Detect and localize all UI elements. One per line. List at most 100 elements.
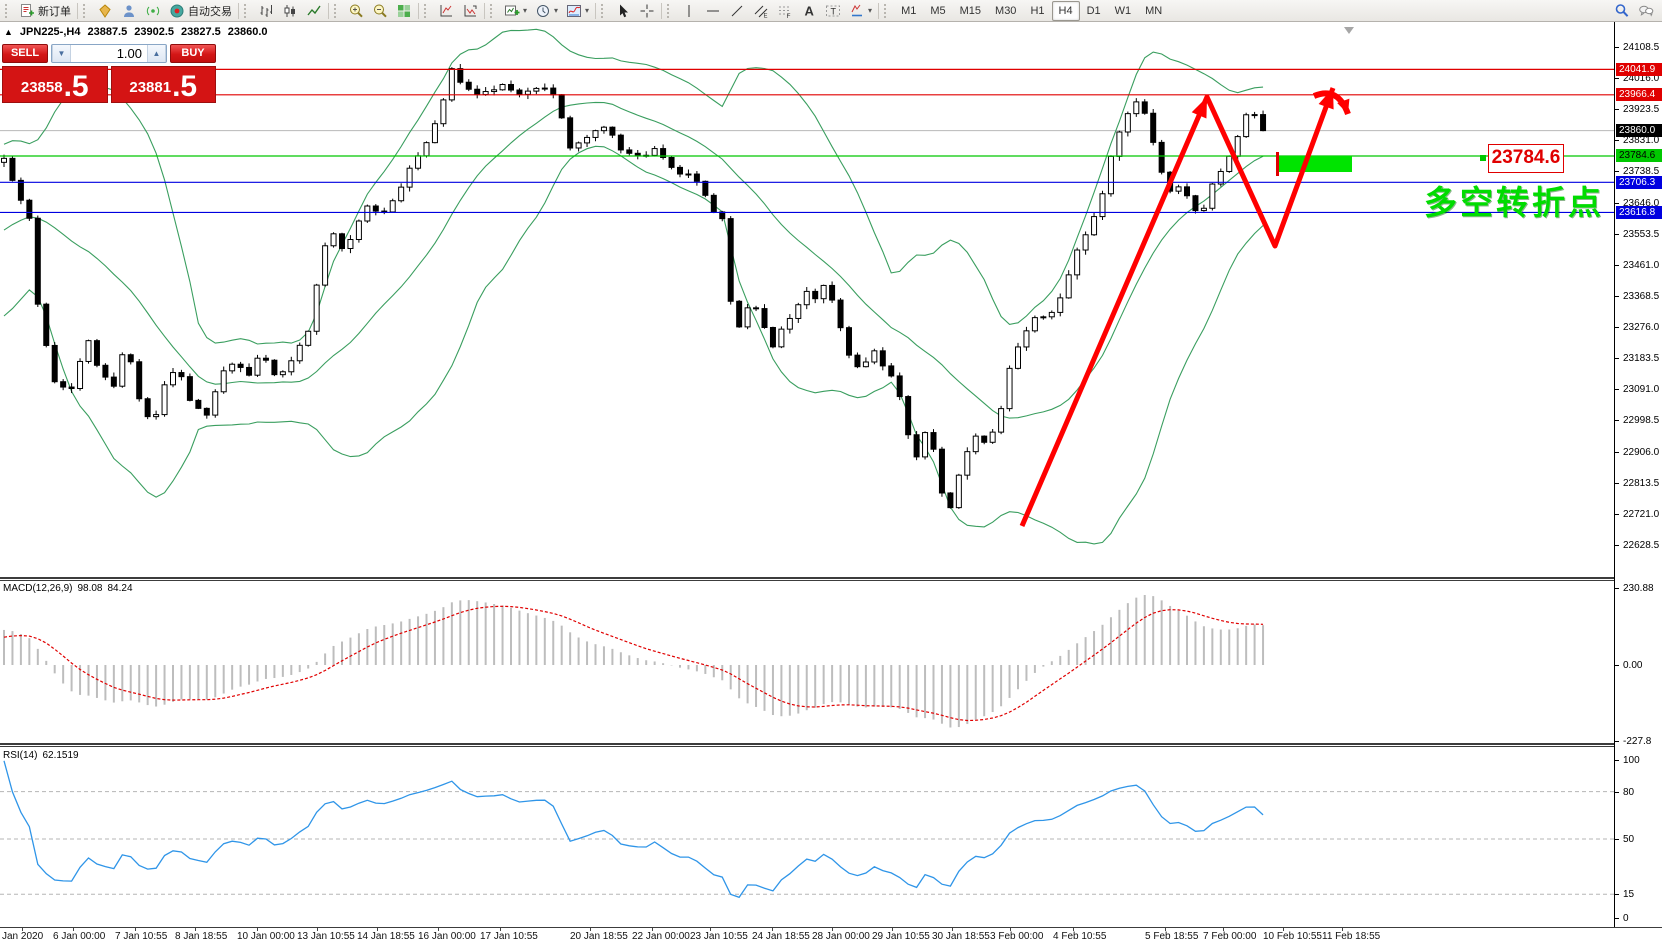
price-axis[interactable]: 24108.5 24016.0 23923.5 23831.0 23738.5 23646… [1614,22,1662,927]
arrows-dropdown-icon[interactable]: ▾ [868,6,873,15]
zoom-out-button[interactable] [368,0,392,22]
candle-body [584,136,591,144]
label-button[interactable]: T [821,0,845,22]
price-tick-label: 22813.5 [1623,477,1660,489]
signals-button[interactable] [141,0,165,22]
candle-body [955,474,962,509]
trend-zigzag-line[interactable] [1019,87,1336,527]
arrows-button[interactable]: ▾ [845,0,876,22]
sell-price[interactable]: 23858 .5 [2,66,108,103]
candle-body [846,327,852,356]
indicators-button[interactable]: ▾ [562,0,593,22]
pane-splitter-main-macd[interactable] [0,577,1614,581]
candle-body [626,149,633,154]
candle-body [186,376,193,401]
timeframe-h1-button[interactable]: H1 [1030,4,1045,17]
indicators-dropdown-icon[interactable]: ▾ [585,6,590,15]
sell-button[interactable]: SELL [2,44,48,63]
arrange-right-button[interactable] [458,0,482,22]
candle-body [246,366,253,376]
price-tick-label: 23183.5 [1623,353,1660,365]
chart-shift-marker-icon[interactable] [1344,27,1354,34]
one-click-toggle-icon[interactable]: ▲ [4,27,13,37]
bars-chart-icon [260,4,272,17]
time-tick-label: 28 Jan 00:00 [812,931,870,942]
crosshair-button[interactable] [635,0,659,22]
volume-decrease-button[interactable]: ▼ [52,45,71,62]
cursor-button[interactable] [611,0,635,22]
volume-increase-button[interactable]: ▲ [147,45,166,62]
timeframe-w1-button[interactable]: W1 [1114,4,1132,17]
candle-body [262,357,269,361]
candle-body [567,117,574,149]
candle-body [406,167,413,188]
new-order-button[interactable]: 新订单 [15,0,75,22]
price-badge: 23616.8 [1616,205,1662,219]
text-button[interactable]: A [797,0,821,22]
candle-body [398,186,405,202]
timeframe-m5-button[interactable]: M5 [930,4,946,17]
candles-chart-button[interactable] [278,0,302,22]
hline-button[interactable] [701,0,725,22]
volume-stepper[interactable]: ▼ 1.00 ▲ [51,44,167,63]
autotrade-button[interactable]: 自动交易 [165,0,236,22]
new-chart-button[interactable]: ▾ [500,0,531,22]
buy-button[interactable]: BUY [170,44,216,63]
macd-pane-canvas[interactable] [0,581,1614,743]
candle-body [372,205,379,212]
arrange-left-button[interactable] [434,0,458,22]
candle-body [550,87,557,96]
turning-point-note[interactable]: 多空转折点 [1424,183,1604,222]
volume-value[interactable]: 1.00 [116,46,142,61]
chat-button[interactable] [1634,0,1658,22]
rsi-tick-mark [1615,918,1619,919]
tile-windows-button[interactable] [392,0,416,22]
bar-open: 23887.5 [87,26,128,38]
periods-button[interactable]: ▾ [531,0,562,22]
time-tick-mark [1283,928,1284,931]
candle-body [220,370,227,393]
candle-body [322,245,329,286]
candle-body [339,233,345,250]
toolbar-separator [77,2,78,19]
candle-body [778,328,785,348]
timeframe-m15-button[interactable]: M15 [959,4,982,17]
callout-anchor-handle[interactable] [1480,154,1486,161]
candle-body [482,91,489,96]
rsi-tick-label: 80 [1623,786,1635,798]
timeframe-h4-button[interactable]: H4 [1051,0,1080,21]
timeframe-d1-button[interactable]: D1 [1086,4,1101,17]
market-icon [99,3,111,18]
line-chart-button[interactable] [302,0,326,22]
candle-body [127,354,134,363]
vline-button[interactable] [677,0,701,22]
toolbar-separator [418,2,419,19]
market-button[interactable] [93,0,117,22]
buy-price[interactable]: 23881 .5 [110,66,216,103]
macd-name: MACD(12,26,9) [3,583,73,594]
periods-dropdown-icon[interactable]: ▾ [554,6,559,15]
pane-splitter-macd-rsi[interactable] [0,743,1614,747]
candle-body [1158,141,1165,173]
bars-chart-button[interactable] [254,0,278,22]
timeframe-m1-button[interactable]: M1 [901,4,917,17]
time-axis[interactable]: Jan 2020 6 Jan 00:00 7 Jan 10:55 8 Jan 18:5… [0,927,1662,943]
candle-body [389,200,396,213]
search-button[interactable] [1610,0,1634,22]
fibonacci-button[interactable]: F [773,0,797,22]
price-callout-label[interactable]: 23784.6 [1488,144,1564,173]
candle-body [702,180,709,196]
zoom-in-button[interactable] [344,0,368,22]
timeframe-mn-button[interactable]: MN [1145,4,1163,17]
toolbar-grip [424,3,431,18]
new-chart-dropdown-icon[interactable]: ▾ [523,6,528,15]
candle-body [153,414,160,418]
profile-button[interactable] [117,0,141,22]
rsi-pane-canvas[interactable] [0,747,1614,927]
price-tick-mark [1615,109,1619,111]
supply-zone-rect[interactable] [1276,156,1352,172]
channel-button[interactable]: E [749,0,773,22]
trendline-button[interactable] [725,0,749,22]
timeframe-m30-button[interactable]: M30 [995,4,1017,17]
main-chart-canvas[interactable] [0,22,1614,577]
